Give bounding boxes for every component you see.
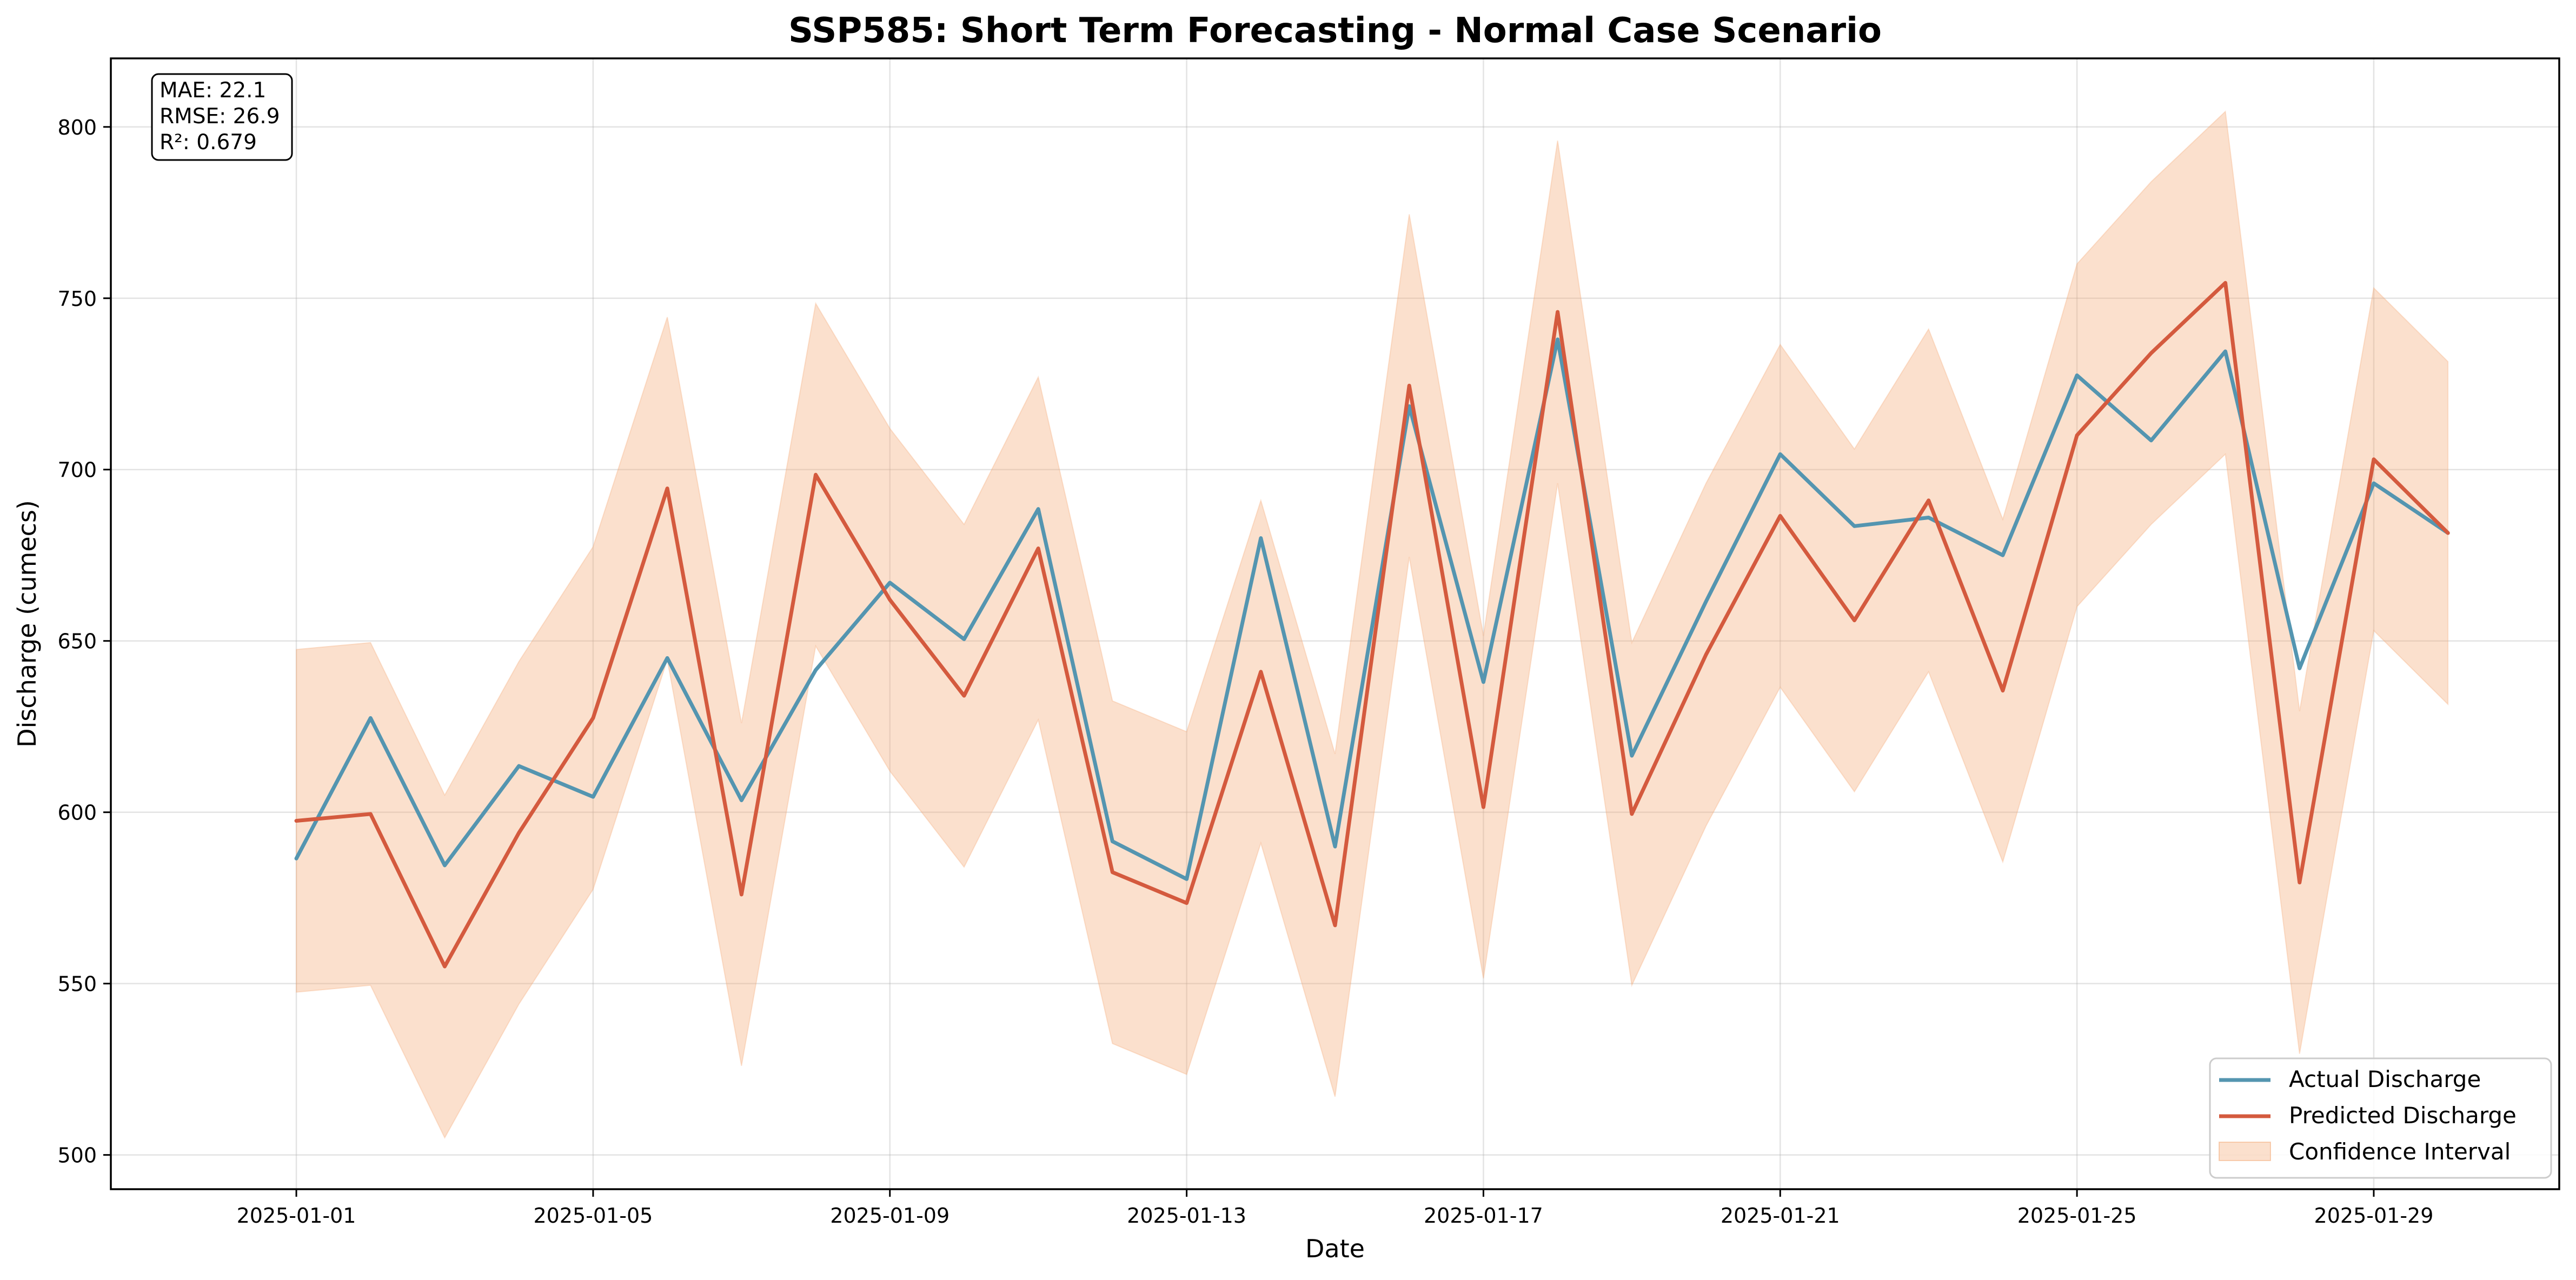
series-layer	[294, 281, 2450, 969]
x-tick-label: 2025-01-29	[2314, 1204, 2434, 1228]
x-tick-label: 2025-01-17	[1424, 1204, 1543, 1228]
chart-title: SSP585: Short Term Forecasting - Normal …	[788, 11, 1882, 51]
metric-mae: MAE: 22.1	[160, 78, 266, 103]
x-tick-label: 2025-01-01	[237, 1204, 356, 1228]
x-tick-label: 2025-01-25	[2017, 1204, 2137, 1228]
y-tick-label: 700	[57, 458, 97, 482]
legend-swatch-confidence	[2219, 1142, 2271, 1161]
x-tick-label: 2025-01-21	[1721, 1204, 1840, 1228]
legend-label-predicted: Predicted Discharge	[2289, 1102, 2517, 1129]
plot-frame	[110, 57, 2560, 1190]
x-tick-label: 2025-01-13	[1127, 1204, 1246, 1228]
x-axis-label: Date	[1305, 1234, 1365, 1263]
y-tick-label: 550	[57, 972, 97, 996]
predicted-discharge-line	[294, 281, 2450, 969]
y-tick-label: 600	[57, 801, 97, 825]
x-tick-label: 2025-01-05	[533, 1204, 653, 1228]
y-tick-label: 500	[57, 1144, 97, 1168]
x-axis-ticks: 2025-01-01 2025-01-05 2025-01-09 2025-01-13…	[237, 1189, 2434, 1228]
actual-discharge-line	[294, 337, 2450, 881]
legend-label-actual: Actual Discharge	[2289, 1066, 2481, 1092]
y-tick-label: 800	[57, 116, 97, 139]
legend-frame	[2209, 1057, 2552, 1179]
legend: Actual Discharge Predicted Discharge Con…	[2209, 1057, 2552, 1179]
legend-label-confidence: Confidence Interval	[2289, 1138, 2511, 1165]
y-tick-label: 750	[57, 287, 97, 311]
grid-lines	[111, 58, 2559, 1189]
metrics-box: MAE: 22.1 RMSE: 26.9 R²: 0.679	[151, 73, 293, 161]
x-tick-label: 2025-01-09	[830, 1204, 950, 1228]
y-tick-label: 650	[57, 630, 97, 654]
metrics-box-frame	[151, 73, 293, 161]
metric-r2: R²: 0.679	[160, 130, 257, 155]
y-axis-ticks: 500 550 600 650 700 750 800	[57, 116, 111, 1168]
y-axis-label: Discharge (cumecs)	[12, 500, 42, 748]
metric-rmse: RMSE: 26.9	[160, 104, 280, 129]
